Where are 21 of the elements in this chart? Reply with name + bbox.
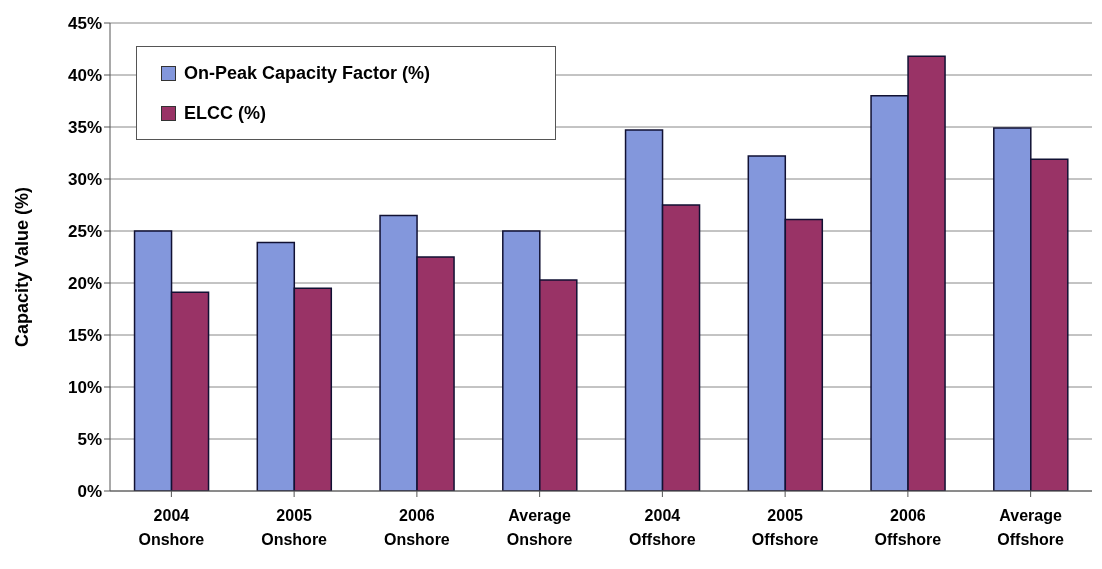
x-tick-label: 2004 Onshore	[138, 507, 205, 548]
y-tick-label: 5%	[77, 430, 102, 450]
x-tick-label: Average Onshore	[506, 507, 573, 548]
x-tick-label: Average Offshore	[997, 507, 1065, 548]
y-tick-label: 10%	[67, 378, 102, 398]
x-tick-label: 2004 Offshore	[629, 507, 696, 548]
legend-label: On-Peak Capacity Factor (%)	[184, 62, 431, 84]
y-tick-label: 45%	[67, 14, 102, 34]
y-axis-title: Capacity Value (%)	[12, 186, 33, 347]
legend-label: ELCC (%)	[184, 102, 266, 124]
y-tick-label: 40%	[67, 66, 102, 86]
y-tick-label: 25%	[67, 222, 102, 242]
x-tick-label: 2006 Offshore	[874, 507, 942, 548]
y-tick-label: 0%	[77, 482, 102, 502]
y-tick-label: 35%	[67, 118, 102, 138]
x-tick-label: 2005 Offshore	[751, 507, 819, 548]
y-tick-label: 30%	[67, 170, 102, 190]
x-tick-label: 2005 Onshore	[261, 507, 328, 548]
y-tick-label: 15%	[67, 326, 102, 346]
y-tick-label: 20%	[67, 274, 102, 294]
x-tick-label: 2006 Onshore	[383, 507, 450, 548]
